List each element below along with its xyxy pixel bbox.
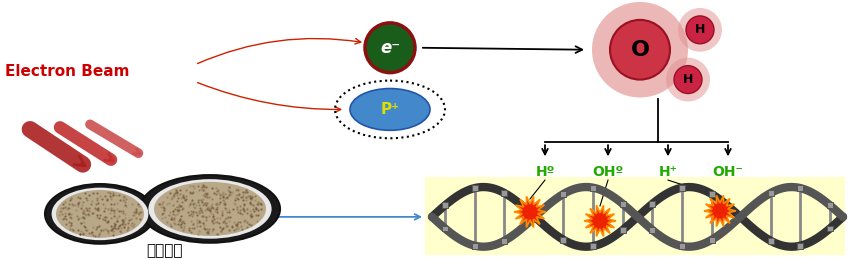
Circle shape — [609, 20, 670, 80]
Text: Hº: Hº — [535, 165, 554, 179]
Ellipse shape — [148, 179, 271, 239]
FancyBboxPatch shape — [425, 177, 844, 255]
Ellipse shape — [45, 184, 154, 244]
FancyBboxPatch shape — [708, 191, 714, 197]
Circle shape — [673, 66, 701, 94]
Text: H⁺: H⁺ — [658, 165, 676, 179]
Polygon shape — [703, 195, 735, 226]
Polygon shape — [583, 205, 615, 236]
Text: O: O — [630, 40, 649, 60]
Circle shape — [685, 16, 713, 44]
Text: 녹조세포: 녹조세포 — [147, 243, 183, 258]
Circle shape — [677, 8, 721, 52]
FancyBboxPatch shape — [826, 225, 832, 231]
FancyBboxPatch shape — [678, 185, 684, 191]
FancyBboxPatch shape — [442, 225, 448, 231]
FancyBboxPatch shape — [560, 237, 566, 243]
FancyBboxPatch shape — [619, 227, 625, 233]
FancyBboxPatch shape — [442, 202, 448, 208]
FancyBboxPatch shape — [648, 201, 654, 207]
Text: P⁺: P⁺ — [380, 102, 399, 117]
Circle shape — [665, 58, 709, 101]
FancyBboxPatch shape — [797, 185, 803, 191]
Circle shape — [364, 23, 415, 73]
FancyBboxPatch shape — [619, 201, 625, 207]
Text: e⁻: e⁻ — [380, 39, 399, 57]
FancyBboxPatch shape — [471, 243, 477, 249]
FancyBboxPatch shape — [708, 237, 714, 243]
FancyBboxPatch shape — [589, 185, 595, 191]
Text: H: H — [682, 73, 693, 86]
FancyBboxPatch shape — [648, 227, 654, 233]
Text: OHº: OHº — [592, 165, 623, 179]
FancyBboxPatch shape — [826, 202, 832, 208]
Text: H: H — [694, 23, 705, 36]
FancyBboxPatch shape — [560, 191, 566, 197]
FancyBboxPatch shape — [678, 243, 684, 249]
FancyBboxPatch shape — [767, 238, 773, 244]
Ellipse shape — [154, 182, 265, 236]
FancyBboxPatch shape — [471, 185, 477, 191]
Text: OH⁻: OH⁻ — [711, 165, 743, 179]
FancyBboxPatch shape — [501, 190, 507, 196]
Circle shape — [591, 2, 688, 98]
Ellipse shape — [350, 89, 430, 130]
FancyBboxPatch shape — [797, 243, 803, 249]
FancyBboxPatch shape — [501, 238, 507, 244]
FancyBboxPatch shape — [767, 190, 773, 196]
Polygon shape — [514, 196, 545, 228]
Ellipse shape — [56, 190, 144, 238]
FancyBboxPatch shape — [589, 243, 595, 249]
Ellipse shape — [140, 175, 280, 243]
Text: Electron Beam: Electron Beam — [5, 64, 130, 79]
Ellipse shape — [51, 188, 148, 240]
